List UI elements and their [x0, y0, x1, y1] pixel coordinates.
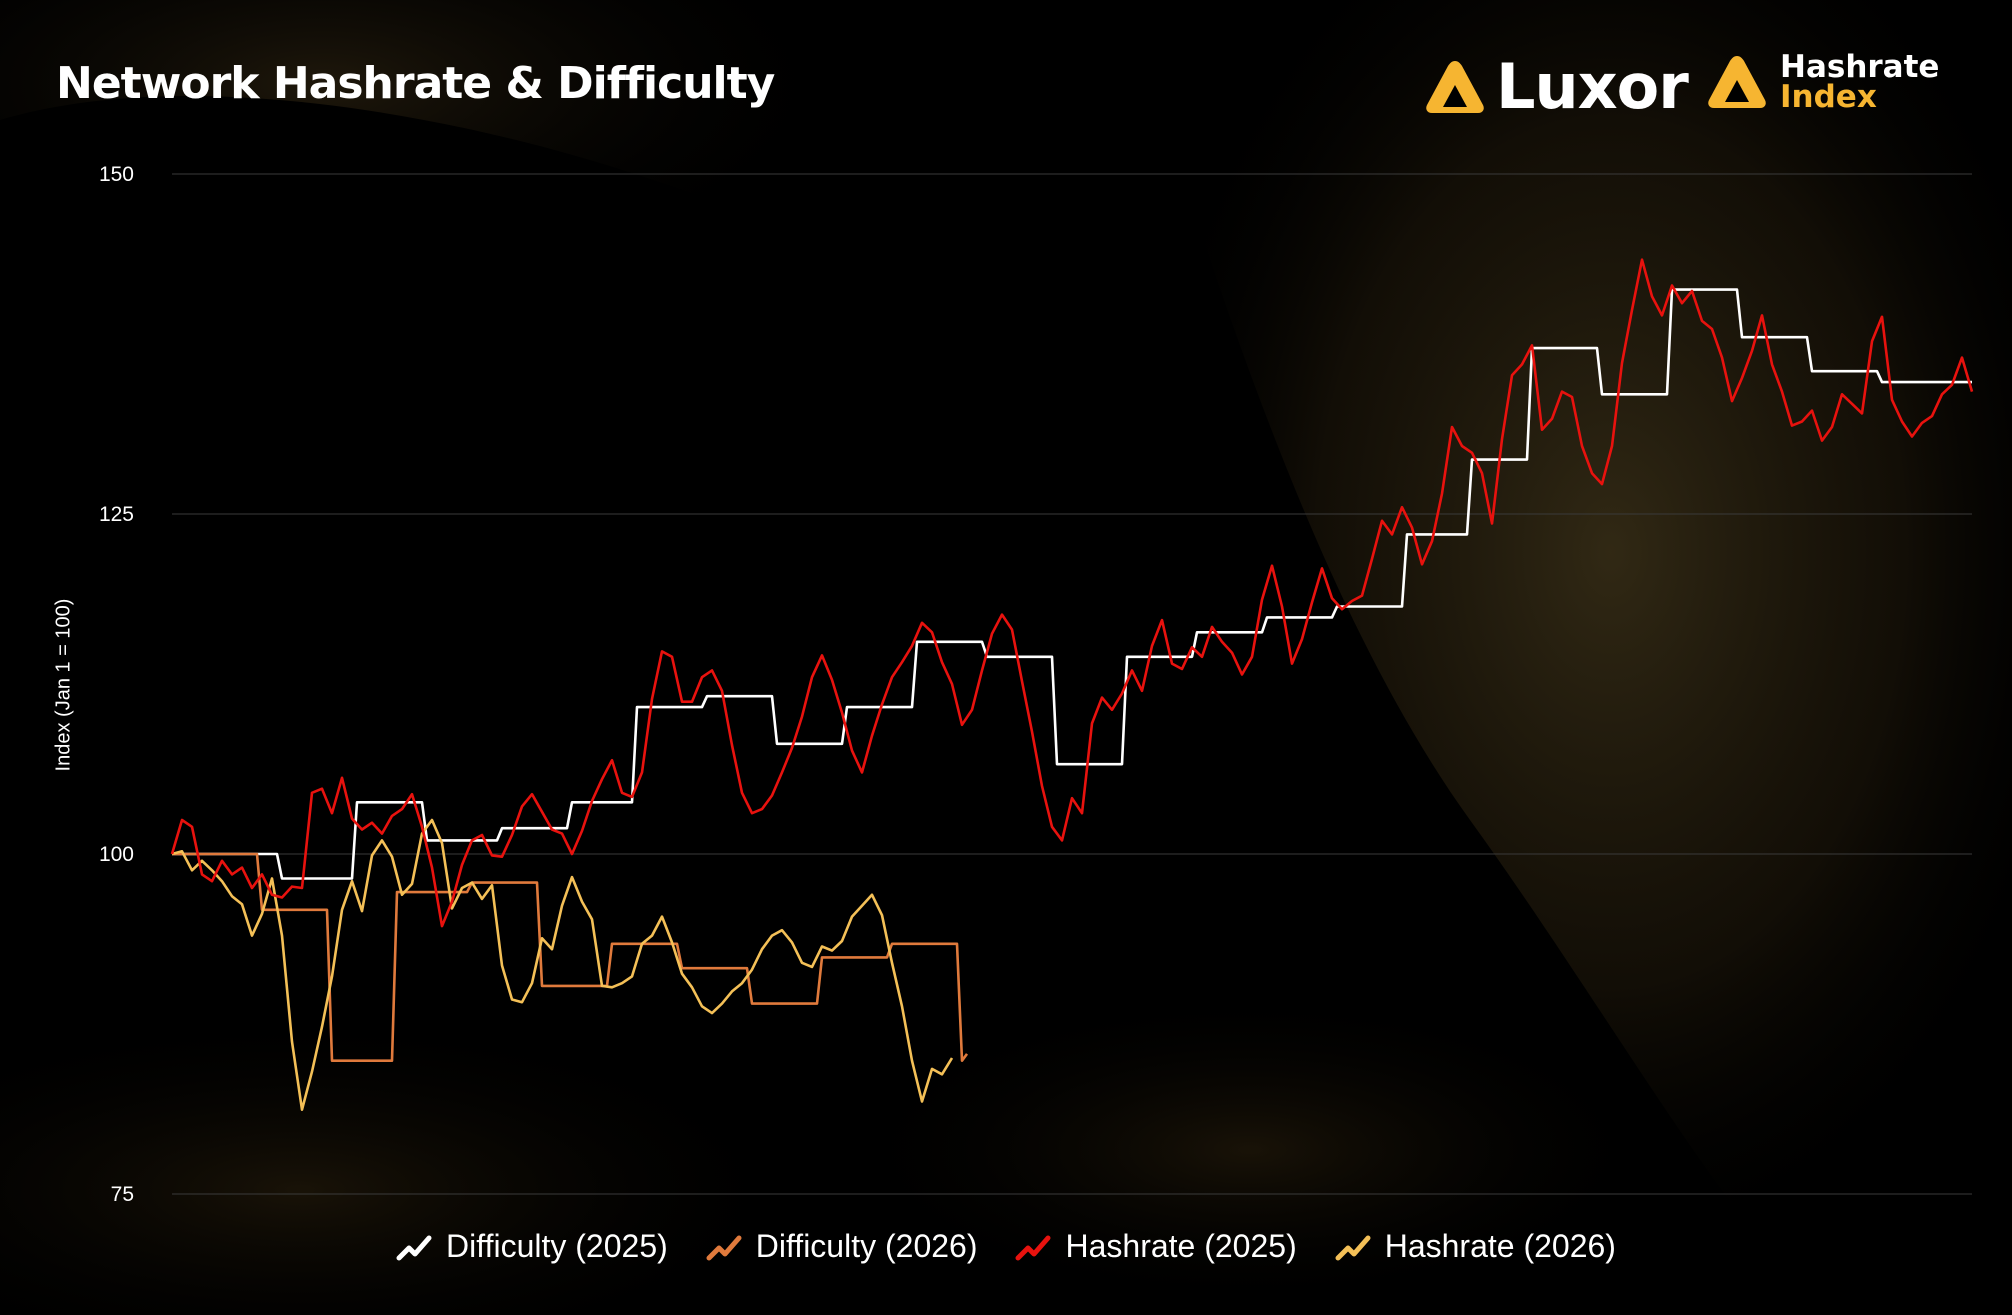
chart-title: Network Hashrate & Difficulty — [56, 58, 775, 109]
legend-item[interactable]: Hashrate (2025) — [1015, 1228, 1297, 1265]
legend-label: Hashrate (2025) — [1065, 1228, 1297, 1264]
y-tick-label: 125 — [99, 503, 134, 526]
legend-item[interactable]: Difficulty (2026) — [706, 1228, 978, 1265]
trend-line-icon — [396, 1235, 432, 1260]
trend-line-icon — [1335, 1235, 1371, 1260]
hashrate-index-logo: Hashrate Index — [1706, 49, 1940, 115]
series-line-difficulty-2025 — [172, 288, 1972, 880]
trend-line-icon — [706, 1235, 742, 1260]
luxor-logo: Luxor — [1424, 50, 1689, 123]
y-tick-label: 100 — [99, 843, 134, 866]
luxor-wordmark: Luxor — [1496, 50, 1689, 123]
y-tick-label: 75 — [111, 1183, 134, 1206]
series-line-hashrate-2025 — [170, 258, 1974, 928]
hashrate-index-wordmark-line1: Hashrate — [1780, 49, 1940, 85]
y-tick-label: 150 — [99, 163, 134, 186]
hashrate-index-logo-icon — [1708, 56, 1766, 108]
legend-item[interactable]: Difficulty (2025) — [396, 1228, 668, 1265]
luxor-logo-icon — [1426, 61, 1484, 113]
series-line-hashrate-2026 — [171, 818, 954, 1111]
chart-legend: Difficulty (2025) Difficulty (2026) Hashra… — [0, 1228, 2012, 1265]
legend-label: Hashrate (2026) — [1384, 1228, 1616, 1264]
legend-label: Difficulty (2025) — [446, 1228, 668, 1264]
trend-line-icon — [1015, 1235, 1051, 1260]
legend-item[interactable]: Hashrate (2026) — [1335, 1228, 1616, 1265]
hashrate-index-wordmark-line2: Index — [1780, 79, 1877, 115]
series-line-difficulty-2026 — [172, 852, 969, 1062]
legend-label: Difficulty (2026) — [755, 1228, 978, 1264]
